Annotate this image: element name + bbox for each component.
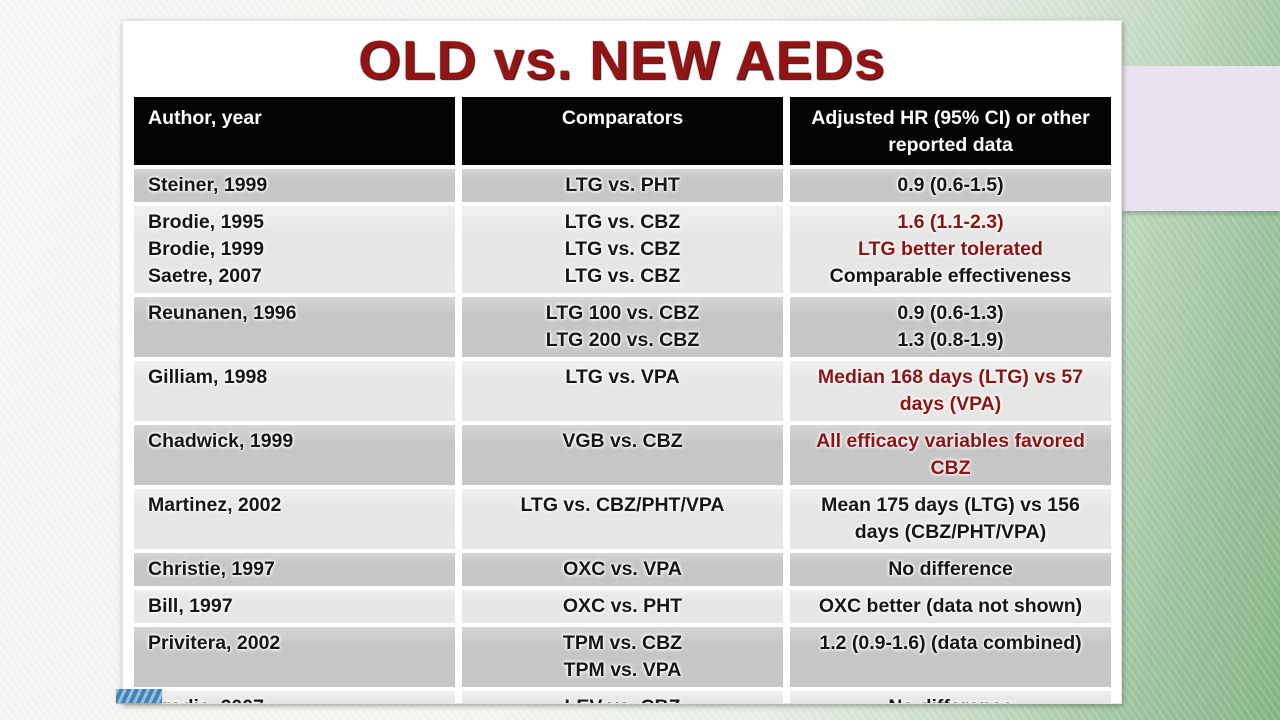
- results-cell: 1.2 (0.9-1.6) (data combined): [790, 627, 1111, 687]
- author-line: Gilliam, 1998: [148, 366, 268, 388]
- results-cell: All efficacy variables favored CBZ: [790, 425, 1111, 485]
- author-cell: Chadwick, 1999: [134, 425, 455, 485]
- author-cell: Bill, 1997: [134, 590, 455, 623]
- result-line: 1.6 (1.1-2.3): [897, 211, 1004, 233]
- table-row: Reunanen, 1996 LTG 100 vs. CBZ LTG 200 vs.…: [134, 297, 1111, 357]
- author-line: Brodie, 1995: [148, 211, 264, 233]
- author-cell: Privitera, 2002: [134, 627, 455, 687]
- author-line: Reunanen, 1996: [148, 302, 297, 324]
- author-cell: Brodie, 1995 Brodie, 1999 Saetre, 2007: [134, 206, 455, 293]
- author-line: Chadwick, 1999: [148, 430, 294, 452]
- author-line: Brodie, 2007: [148, 694, 445, 703]
- author-cell: Gilliam, 1998: [134, 361, 455, 421]
- comparator-line: LTG vs. CBZ: [564, 265, 681, 287]
- column-header-adjusted-hr: Adjusted HR (95% CI) or other reported d…: [790, 97, 1111, 165]
- author-line: Saetre, 2007: [148, 265, 262, 287]
- results-cell: No difference: [790, 553, 1111, 586]
- result-line: Median 168 days (LTG) vs 57 days (VPA): [817, 366, 1084, 415]
- table-row: Privitera, 2002 TPM vs. CBZ TPM vs. VPA 1.2…: [134, 627, 1111, 687]
- result-line: 0.9 (0.6-1.3): [897, 302, 1004, 324]
- table-row: Bill, 1997 OXC vs. PHT OXC better (data no…: [134, 590, 1111, 623]
- comparator-line: LTG vs. VPA: [565, 366, 680, 388]
- author-cell: Christie, 1997: [134, 553, 455, 586]
- author-cell: Reunanen, 1996: [134, 297, 455, 357]
- table-row: Martinez, 2002 LTG vs. CBZ/PHT/VPA Mean 17…: [134, 489, 1111, 549]
- comparator-line: OXC vs. PHT: [562, 595, 683, 617]
- comparator-line: LTG vs. CBZ/PHT/VPA: [520, 494, 725, 516]
- slide-title: OLD vs. NEW AEDs: [358, 29, 886, 91]
- result-line: 1.3 (0.8-1.9): [897, 329, 1004, 351]
- results-cell: Mean 175 days (LTG) vs 156 days (CBZ/PHT…: [790, 489, 1111, 549]
- comparators-cell: TPM vs. CBZ TPM vs. VPA: [462, 627, 783, 687]
- result-line: No difference: [800, 694, 1101, 703]
- column-header-comparators: Comparators: [462, 97, 783, 165]
- comparators-cell: LTG vs. VPA: [462, 361, 783, 421]
- results-cell: 1.6 (1.1-2.3) LTG better tolerated Compara…: [790, 206, 1111, 293]
- comparator-line: LTG vs. CBZ: [564, 238, 681, 260]
- table-row: Christie, 1997 OXC vs. VPA No difference: [134, 553, 1111, 586]
- table-body: Steiner, 1999 LTG vs. PHT 0.9 (0.6-1.5) Bro…: [134, 169, 1111, 703]
- table-row: Gilliam, 1998 LTG vs. VPA Median 168 days …: [134, 361, 1111, 421]
- comparators-cell: LEV vs. CBZ: [462, 691, 783, 703]
- comparators-cell: OXC vs. VPA: [462, 553, 783, 586]
- result-line: 1.2 (0.9-1.6) (data combined): [819, 632, 1082, 654]
- author-line: Bill, 1997: [148, 595, 233, 617]
- results-cell: 0.9 (0.6-1.5): [790, 169, 1111, 202]
- result-line: Mean 175 days (LTG) vs 156 days (CBZ/PHT…: [821, 494, 1080, 543]
- comparator-line: LTG vs. PHT: [565, 174, 680, 196]
- table-row: Brodie, 1995 Brodie, 1999 Saetre, 2007 LTG …: [134, 206, 1111, 293]
- table-row: Steiner, 1999 LTG vs. PHT 0.9 (0.6-1.5): [134, 169, 1111, 202]
- comparators-cell: VGB vs. CBZ: [462, 425, 783, 485]
- column-header-author-year: Author, year: [134, 97, 455, 165]
- result-line: No difference: [888, 558, 1013, 580]
- comparator-line: LEV vs. CBZ: [472, 694, 773, 703]
- comparator-line: OXC vs. VPA: [563, 558, 682, 580]
- comparators-cell: LTG vs. CBZ LTG vs. CBZ LTG vs. CBZ: [462, 206, 783, 293]
- author-cell: Brodie, 2007: [134, 691, 455, 703]
- result-line: 0.9 (0.6-1.5): [897, 174, 1004, 196]
- slide: OLD vs. NEW AEDs Author, year Comparator…: [122, 20, 1122, 704]
- author-line: Brodie, 1999: [148, 238, 264, 260]
- author-line: Steiner, 1999: [148, 174, 268, 196]
- table-row: Chadwick, 1999 VGB vs. CBZ All efficacy va…: [134, 425, 1111, 485]
- comparator-line: LTG 200 vs. CBZ: [545, 329, 700, 351]
- comparator-line: VGB vs. CBZ: [562, 430, 683, 452]
- lavender-panel: [1122, 66, 1280, 211]
- results-cell: No difference: [790, 691, 1111, 703]
- table-header-row: Author, year Comparators Adjusted HR (95…: [134, 97, 1111, 165]
- comparator-line: LTG 100 vs. CBZ: [545, 302, 700, 324]
- author-cell: Martinez, 2002: [134, 489, 455, 549]
- author-line: Christie, 1997: [148, 558, 275, 580]
- results-cell: Median 168 days (LTG) vs 57 days (VPA): [790, 361, 1111, 421]
- results-cell: OXC better (data not shown): [790, 590, 1111, 623]
- table-row: Brodie, 2007 LEV vs. CBZ No difference: [134, 691, 1111, 703]
- comparator-line: TPM vs. CBZ: [562, 632, 683, 654]
- comparators-cell: LTG vs. PHT: [462, 169, 783, 202]
- author-line: Martinez, 2002: [148, 494, 282, 516]
- comparators-cell: OXC vs. PHT: [462, 590, 783, 623]
- result-line: OXC better (data not shown): [818, 595, 1083, 617]
- author-cell: Steiner, 1999: [134, 169, 455, 202]
- blue-stripes-decoration: [116, 689, 162, 703]
- comparators-cell: LTG 100 vs. CBZ LTG 200 vs. CBZ: [462, 297, 783, 357]
- results-cell: 0.9 (0.6-1.3) 1.3 (0.8-1.9): [790, 297, 1111, 357]
- result-line: LTG better tolerated: [858, 238, 1043, 260]
- comparators-cell: LTG vs. CBZ/PHT/VPA: [462, 489, 783, 549]
- comparator-line: TPM vs. VPA: [563, 659, 682, 681]
- author-line: Privitera, 2002: [148, 632, 281, 654]
- aed-comparison-table: Author, year Comparators Adjusted HR (95…: [127, 93, 1118, 703]
- result-line: Comparable effectiveness: [829, 265, 1072, 287]
- result-line: All efficacy variables favored CBZ: [816, 430, 1085, 479]
- comparator-line: LTG vs. CBZ: [564, 211, 681, 233]
